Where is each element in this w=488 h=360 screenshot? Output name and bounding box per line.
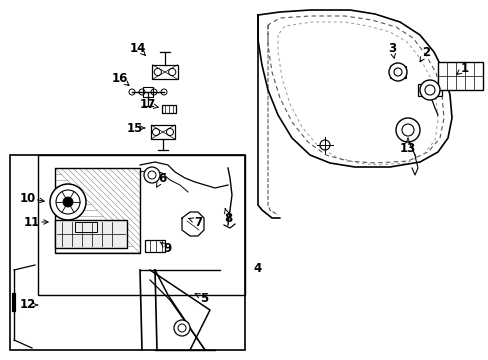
Bar	[152, 65, 177, 79]
Text: 13: 13	[399, 141, 415, 154]
Text: 6: 6	[158, 171, 166, 184]
Text: 12: 12	[20, 298, 36, 311]
Bar	[145, 240, 164, 252]
Text: 11: 11	[24, 216, 40, 229]
Circle shape	[50, 184, 86, 220]
Text: 5: 5	[200, 292, 208, 305]
Bar	[162, 105, 176, 113]
Bar	[389, 66, 405, 78]
Text: 7: 7	[194, 216, 202, 229]
Text: 1: 1	[460, 62, 468, 75]
Text: 16: 16	[112, 72, 128, 85]
Circle shape	[63, 197, 73, 207]
Text: 8: 8	[224, 211, 232, 225]
Text: 10: 10	[20, 192, 36, 204]
Bar	[142, 87, 153, 97]
Text: 15: 15	[126, 122, 143, 135]
Bar	[38, 155, 244, 295]
Circle shape	[143, 167, 160, 183]
Text: 3: 3	[387, 41, 395, 54]
Text: 17: 17	[140, 99, 156, 112]
Bar	[10, 155, 244, 350]
Circle shape	[419, 80, 439, 100]
Bar	[151, 125, 175, 139]
Bar	[55, 220, 127, 248]
Text: 2: 2	[421, 45, 429, 58]
Bar	[437, 62, 482, 90]
Circle shape	[174, 320, 190, 336]
Text: 9: 9	[163, 242, 172, 255]
Bar	[55, 168, 140, 253]
Circle shape	[388, 63, 406, 81]
Text: 4: 4	[253, 261, 262, 274]
Circle shape	[395, 118, 419, 142]
Text: 14: 14	[129, 41, 146, 54]
Bar	[75, 222, 97, 232]
Bar	[417, 84, 441, 96]
